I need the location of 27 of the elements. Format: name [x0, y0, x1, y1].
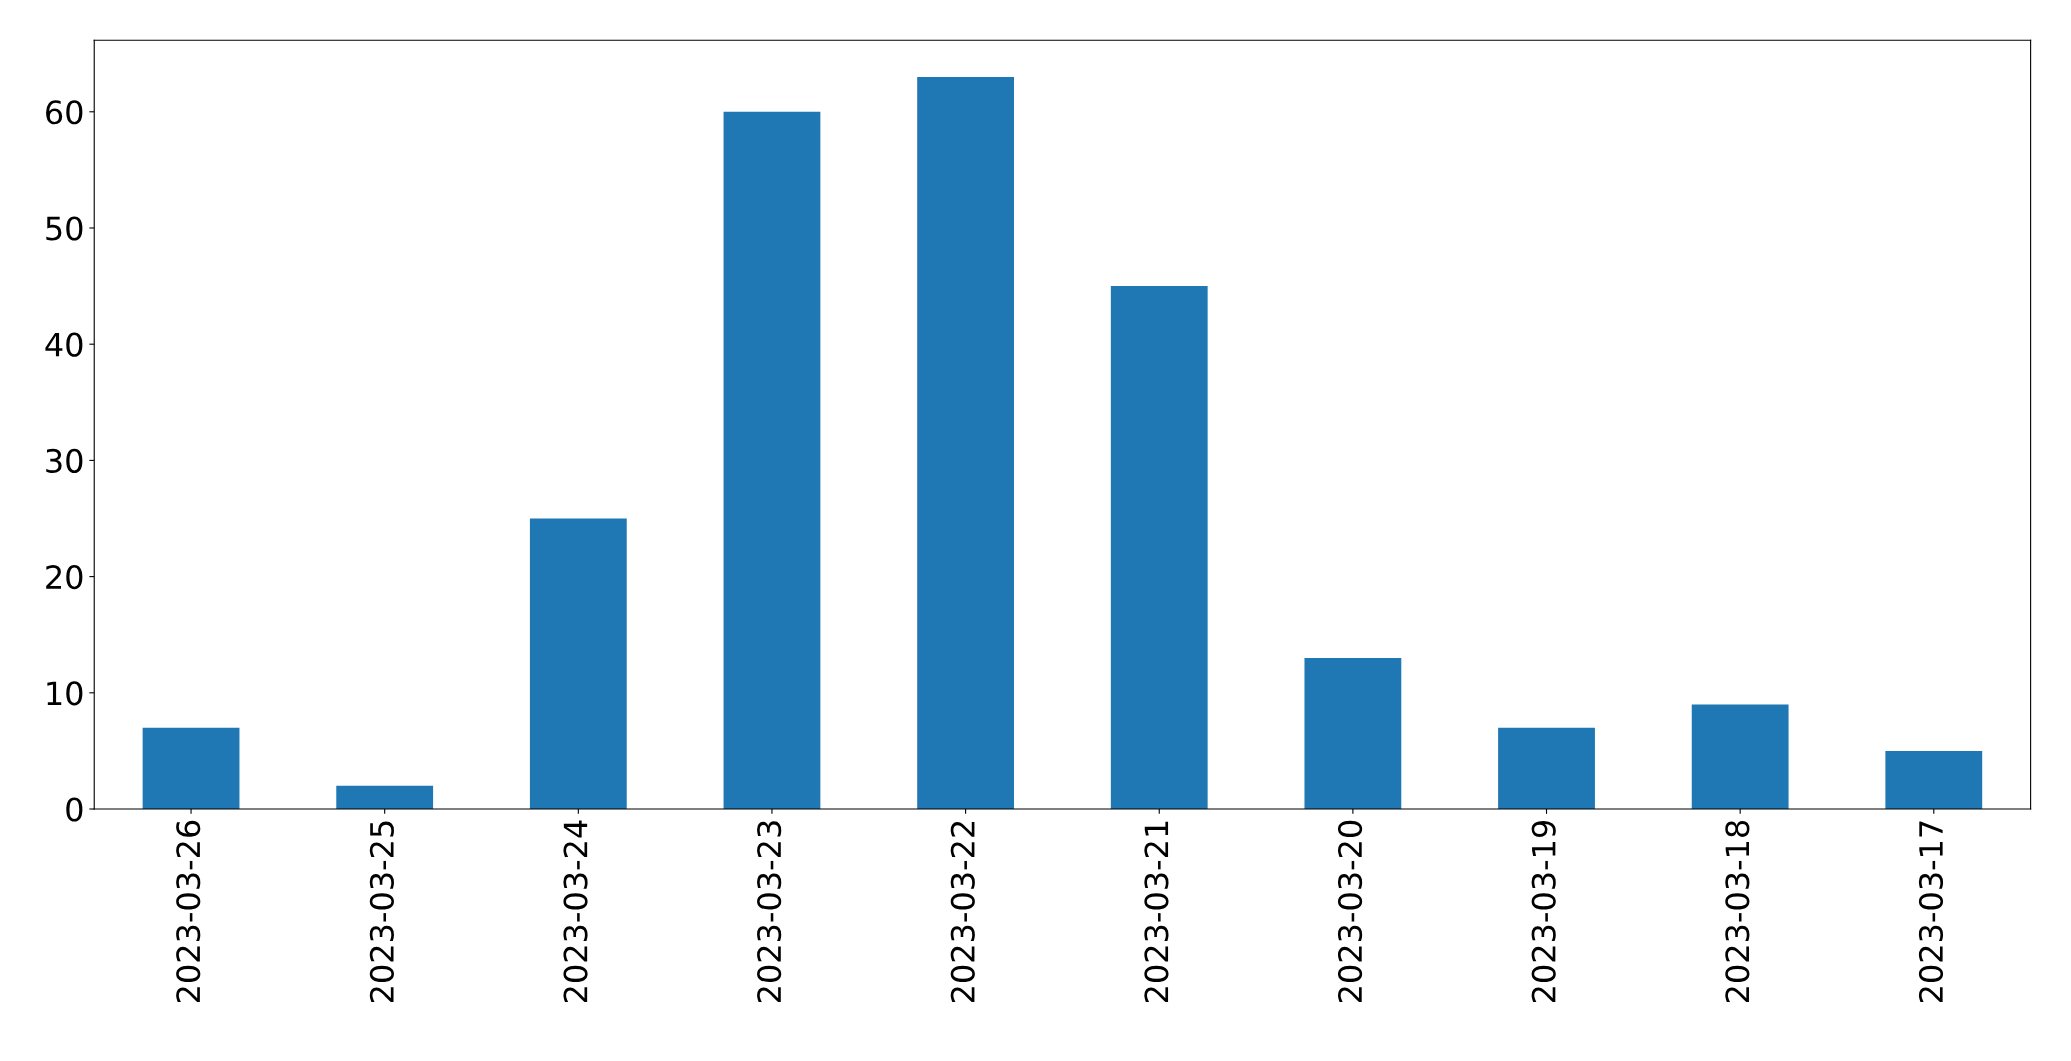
bar	[1885, 750, 1983, 810]
bar	[1691, 704, 1789, 810]
bar	[336, 785, 434, 810]
y-tick-label: 0	[66, 797, 83, 822]
x-tick-label: 2023-03-25	[369, 821, 394, 1003]
x-tick-label: 2023-03-24	[563, 820, 588, 1003]
x-tick-label: 2023-03-20	[1337, 820, 1363, 1003]
y-tick-label: 60	[46, 100, 83, 125]
y-tick-label: 10	[47, 681, 83, 706]
x-tick-label: 2023-03-17	[1918, 821, 1944, 1003]
x-tick-label: 2023-03-23	[757, 821, 782, 1003]
bar	[1498, 727, 1595, 810]
y-tick-label: 40	[45, 332, 83, 357]
x-tick-label: 2023-03-21	[1144, 821, 1169, 1003]
x-tick-label: 2023-03-19	[1531, 820, 1556, 1003]
bar	[529, 518, 627, 810]
bar	[917, 76, 1015, 810]
bar	[1304, 657, 1402, 810]
bar	[1110, 286, 1208, 810]
y-tick-label: 20	[46, 565, 83, 590]
x-tick-label: 2023-03-26	[176, 820, 201, 1003]
bar	[142, 727, 240, 810]
x-tick-label: 2023-03-22	[950, 821, 975, 1003]
x-tick-label: 2023-03-18	[1725, 820, 1750, 1003]
y-tick-label: 50	[46, 216, 83, 241]
y-tick-label: 30	[46, 448, 83, 473]
bar	[723, 111, 821, 810]
